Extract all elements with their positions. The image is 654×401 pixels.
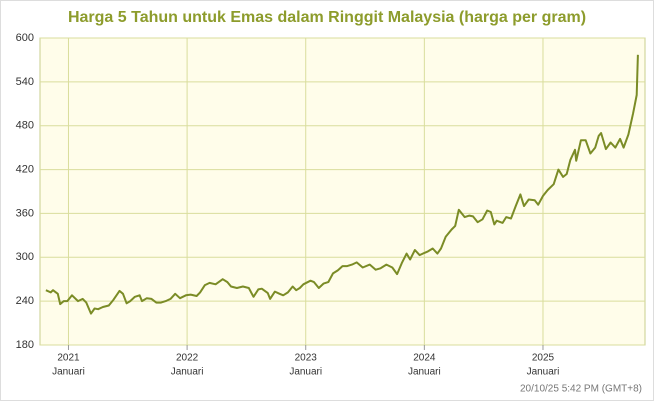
x-tick-sublabel: Januari [52,367,85,378]
x-tick-label: 2022 [176,353,199,364]
x-tick-label: 2024 [413,353,436,364]
chart-title: Harga 5 Tahun untuk Emas dalam Ringgit M… [68,9,586,26]
y-tick-label: 600 [16,32,34,44]
plot-area [39,37,646,346]
x-tick-label: 2021 [57,353,80,364]
x-tick-label: 2025 [532,353,555,364]
y-tick-label: 360 [16,207,34,219]
y-tick-label: 480 [16,120,34,132]
x-tick-sublabel: Januari [171,367,204,378]
y-tick-label: 420 [16,163,34,175]
y-tick-label: 300 [16,251,34,263]
y-tick-label: 540 [16,76,34,88]
timestamp: 20/10/25 5:42 PM (GMT+8) [520,384,642,395]
x-tick-label: 2023 [295,353,318,364]
x-tick-sublabel: Januari [408,367,441,378]
y-tick-label: 180 [16,339,34,351]
price-line [45,54,639,315]
x-tick-sublabel: Januari [527,367,560,378]
y-tick-label: 240 [16,295,34,307]
x-tick-sublabel: Januari [289,367,322,378]
